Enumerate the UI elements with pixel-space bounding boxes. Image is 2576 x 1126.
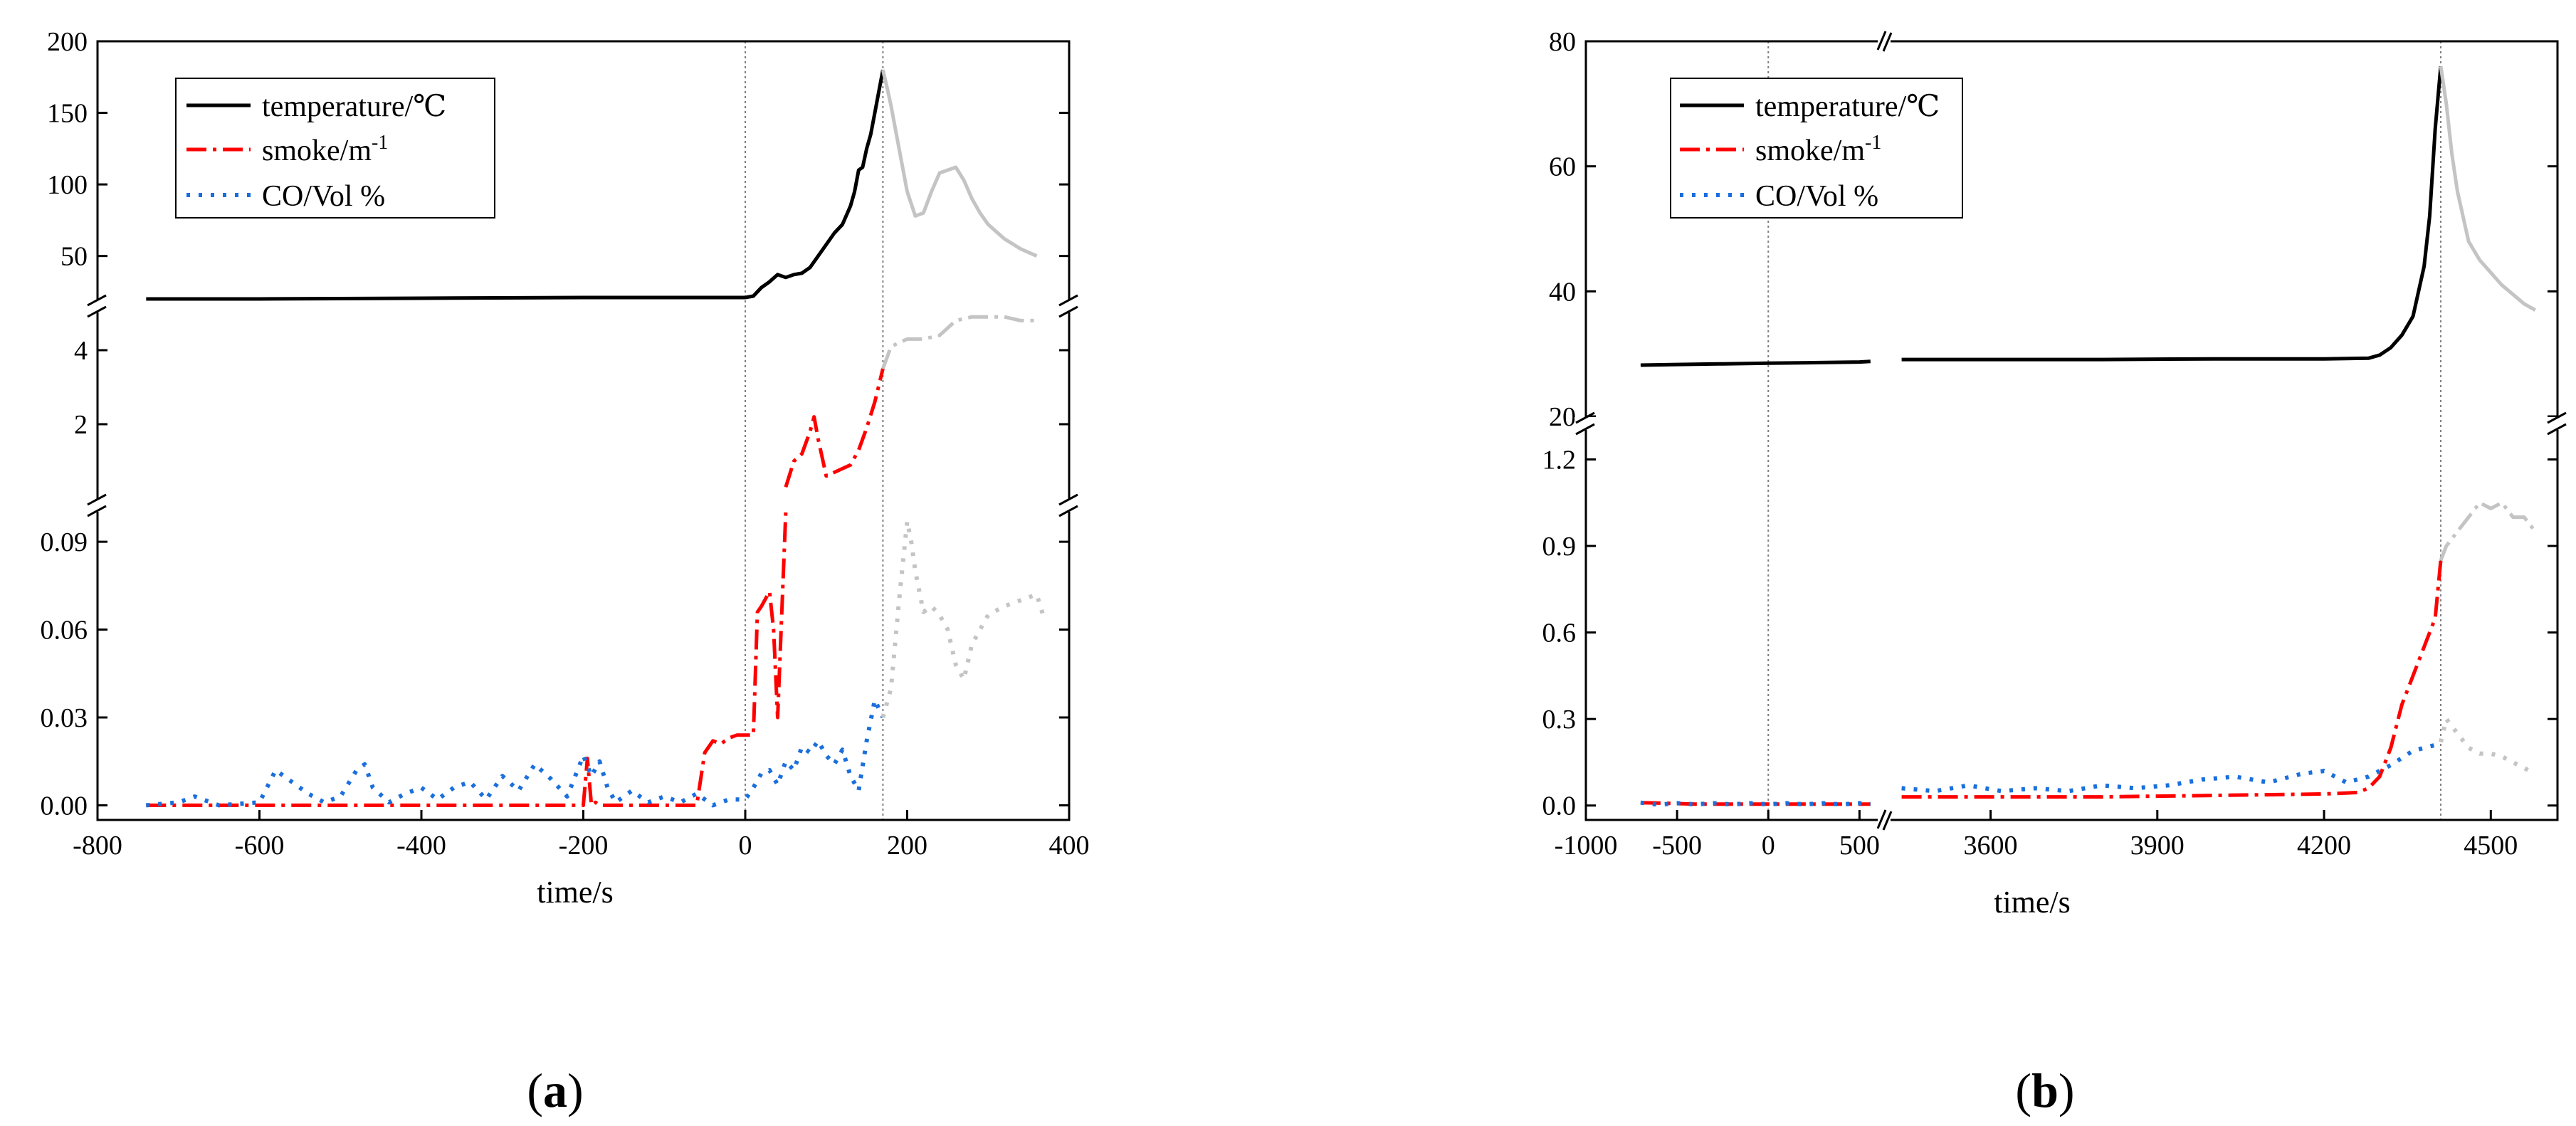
series-temperature-1-after-peak	[2439, 65, 2537, 312]
axis-break-marks	[1574, 30, 2569, 831]
axis-break-mark	[2547, 411, 2567, 424]
chart-panel-a: -800 -600 -400 -200 0 200 400 50 100 150 200 2 4 0.00…	[41, 27, 1090, 1117]
axis-ticks: -1000 -500 0 500 3600 3900 4200 4500 20 40 60 80 0.0…	[1542, 27, 2557, 861]
axis-break-mark	[87, 305, 107, 318]
x-tick-label: -1000	[1555, 831, 1618, 861]
axis-break-marks	[86, 294, 1081, 517]
y-tick-label: 0.0	[1542, 791, 1577, 821]
y-tick-label: 40	[1549, 277, 1576, 307]
y-tick-label: 80	[1549, 27, 1576, 57]
y-tick-label: 60	[1549, 152, 1576, 182]
x-tick-label: 3600	[1964, 831, 2018, 861]
axis-break-mark	[87, 505, 107, 517]
series-co-4	[1640, 800, 1871, 807]
chart-panel-b: -1000 -500 0 500 3600 3900 4200 4500 20 40 60 80 0.0…	[1542, 27, 2569, 1117]
y-tick-label: 150	[47, 99, 88, 129]
axis-ticks: -800 -600 -400 -200 0 200 400 50 100 150 200 2 4 0.00…	[41, 27, 1090, 861]
y-tick-label: 0.09	[41, 527, 88, 557]
x-tick-label: 3900	[2130, 831, 2185, 861]
x-tick-label: -200	[559, 831, 609, 861]
axis-break-mark	[1876, 809, 1887, 829]
axis-break-mark	[1882, 811, 1893, 831]
series-temperature-0	[1640, 359, 1871, 367]
x-tick-label: 200	[887, 831, 927, 861]
series-smoke-3	[1901, 560, 2443, 799]
y-tick-label: 1.2	[1542, 446, 1577, 475]
axis-break-gap	[1878, 30, 1891, 53]
y-tick-label: 2	[74, 410, 88, 440]
y-tick-label: 0.3	[1542, 705, 1577, 735]
legend-label-temperature: temperature/℃	[262, 90, 446, 123]
series-temperature-0	[146, 69, 885, 301]
axis-break-mark	[2547, 423, 2567, 436]
y-tick-label: 4	[74, 336, 88, 366]
y-tick-label: 0.6	[1542, 619, 1577, 648]
plot-area	[1640, 65, 2537, 807]
marker-lines	[745, 41, 884, 820]
legend: temperature/℃ smoke/m-1 CO/Vol %	[1670, 78, 1963, 219]
x-axis-label: time/s	[537, 875, 614, 910]
series-co-5	[1901, 740, 2442, 794]
axis-break-gap	[1878, 809, 1891, 831]
legend-label-smoke: smoke/m-1	[262, 132, 388, 167]
y-tick-label: 100	[47, 170, 88, 200]
x-tick-label: 400	[1049, 831, 1090, 861]
series-temperature-0-after-peak	[880, 69, 1038, 258]
axis-break-mark	[1575, 411, 1595, 424]
x-tick-label: -600	[235, 831, 285, 861]
panel-label-b: (b)	[2015, 1063, 2074, 1117]
series-smoke-3-after-peak	[2439, 500, 2537, 562]
y-tick-label: 0.00	[41, 791, 88, 821]
axis-break-mark	[1058, 493, 1078, 506]
y-tick-label: 200	[47, 27, 88, 57]
x-tick-label: -500	[1652, 831, 1702, 861]
axis-break-mark	[1882, 32, 1893, 52]
y-tick-label: 0.9	[1542, 532, 1577, 562]
legend-superscript: -1	[372, 132, 388, 154]
y-tick-label: 0.06	[41, 616, 88, 646]
series-smoke-1-after-peak	[881, 315, 1037, 369]
axis-break-mark	[1876, 31, 1887, 51]
series-co-5-after-peak	[2439, 717, 2537, 776]
axis-break-mark	[1575, 423, 1595, 436]
series-temperature-1	[1901, 65, 2443, 362]
y-tick-label: 0.03	[41, 703, 88, 733]
plot-frame	[1584, 40, 2559, 821]
series-smoke-2	[146, 512, 788, 807]
x-tick-label: 0	[739, 831, 752, 861]
legend-superscript: -1	[1865, 132, 1881, 154]
legend-label-co: CO/Vol %	[1755, 180, 1878, 213]
y-tick-label: 20	[1549, 402, 1576, 432]
panel-label-a: (a)	[527, 1063, 583, 1117]
y-tick-label: 50	[61, 242, 88, 272]
legend: temperature/℃ smoke/m-1 CO/Vol %	[175, 78, 495, 219]
series-smoke-1	[784, 368, 885, 488]
x-axis-label: time/s	[1994, 885, 2071, 920]
axis-break-mark	[87, 493, 107, 506]
x-tick-label: 500	[1839, 831, 1880, 861]
legend-label-smoke: smoke/m-1	[1755, 132, 1881, 167]
series-co-3	[146, 698, 885, 808]
axis-break-mark	[87, 294, 107, 307]
x-tick-label: -400	[396, 831, 446, 861]
axis-break-mark	[1058, 505, 1078, 517]
plot-area	[146, 69, 1047, 808]
x-tick-label: 0	[1762, 831, 1775, 861]
legend-label-temperature: temperature/℃	[1755, 90, 1940, 123]
series-co-3-after-peak	[880, 519, 1047, 718]
x-tick-label: -800	[73, 831, 122, 861]
x-tick-label: 4200	[2297, 831, 2351, 861]
x-tick-label: 4500	[2464, 831, 2518, 861]
axis-break-mark	[1058, 305, 1078, 318]
legend-label-co: CO/Vol %	[262, 180, 385, 213]
axis-break-mark	[1058, 294, 1078, 307]
